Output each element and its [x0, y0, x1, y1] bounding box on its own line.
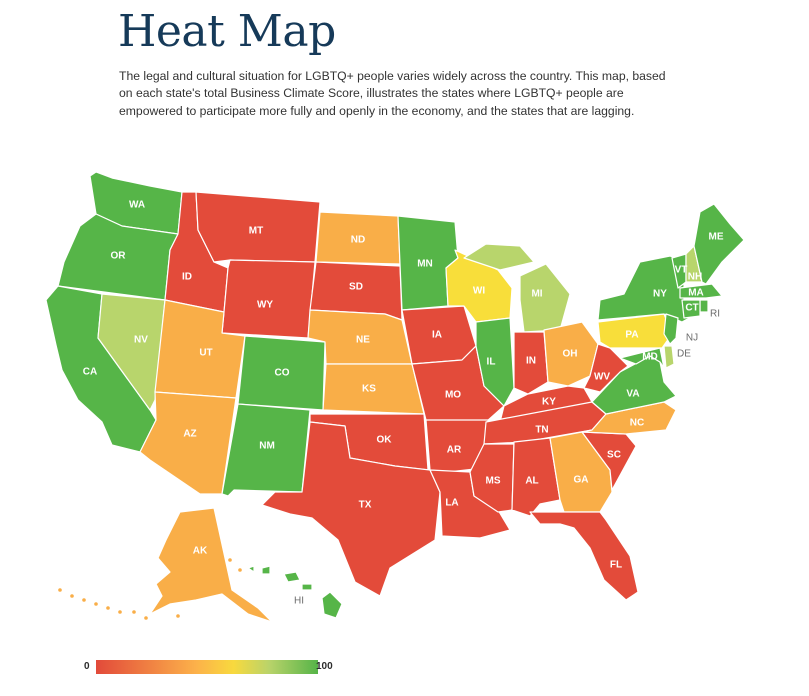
state-label-ct: CT	[685, 303, 698, 314]
alaska-island	[82, 598, 86, 602]
state-label-wy: WY	[257, 300, 273, 311]
state-az[interactable]	[139, 391, 237, 495]
state-label-ia: IA	[432, 330, 442, 341]
state-label-or: OR	[111, 251, 127, 262]
state-label-wv: WV	[594, 372, 610, 383]
state-label-ma: MA	[688, 288, 704, 299]
state-tx[interactable]	[261, 421, 441, 597]
state-me[interactable]	[693, 203, 745, 285]
state-label-az: AZ	[183, 429, 196, 440]
state-label-ne: NE	[356, 335, 370, 346]
state-nm[interactable]	[221, 403, 311, 497]
state-label-nm: NM	[259, 441, 275, 452]
state-in[interactable]	[513, 331, 549, 395]
alaska-island	[144, 616, 148, 620]
state-label-id: ID	[182, 272, 192, 283]
state-label-nj: NJ	[686, 333, 698, 344]
color-scale-legend: 0 100	[84, 658, 344, 678]
state-label-sc: SC	[607, 450, 621, 461]
state-nj[interactable]	[663, 313, 679, 345]
state-ar[interactable]	[425, 419, 489, 473]
state-wi[interactable]	[445, 249, 513, 323]
state-label-nh: NH	[688, 272, 702, 283]
state-label-in: IN	[526, 356, 536, 367]
state-label-al: AL	[525, 476, 538, 487]
state-label-nd: ND	[351, 235, 365, 246]
legend-min-label: 0	[84, 661, 90, 672]
state-label-ks: KS	[362, 384, 376, 395]
state-label-mn: MN	[417, 259, 433, 270]
page-description: The legal and cultural situation for LGB…	[119, 69, 666, 118]
state-ri[interactable]	[699, 299, 709, 313]
alaska-island	[118, 610, 122, 614]
state-label-ri: RI	[710, 309, 720, 320]
legend-max-label: 100	[316, 661, 333, 672]
page-title: Heat Map	[118, 6, 336, 57]
alaska-island	[58, 588, 62, 592]
us-heat-map: WA OR CA NV ID MT WY UT AZ CO NM ND SD NE KS OK TX MN IA MO…	[45, 171, 745, 623]
alaska-island	[132, 610, 136, 614]
state-de[interactable]	[663, 345, 675, 369]
state-label-fl: FL	[610, 560, 622, 571]
state-label-co: CO	[275, 368, 290, 379]
state-label-il: IL	[487, 357, 496, 368]
state-ak[interactable]	[149, 507, 273, 623]
state-label-de: DE	[677, 349, 691, 360]
state-label-hi: HI	[294, 596, 304, 607]
state-ma[interactable]	[679, 283, 723, 299]
alaska-island	[238, 568, 242, 572]
state-va[interactable]	[591, 355, 677, 415]
state-label-ny: NY	[653, 289, 667, 300]
state-label-ky: KY	[542, 397, 556, 408]
state-label-ms: MS	[486, 476, 501, 487]
state-label-tx: TX	[359, 500, 372, 511]
state-label-mo: MO	[445, 390, 461, 401]
state-hi[interactable]	[247, 565, 343, 619]
state-label-oh: OH	[563, 349, 578, 360]
state-label-wi: WI	[473, 286, 485, 297]
state-label-ca: CA	[83, 367, 97, 378]
state-fl[interactable]	[529, 511, 639, 601]
state-label-la: LA	[445, 498, 458, 509]
alaska-island	[106, 606, 110, 610]
state-ct[interactable]	[681, 299, 701, 319]
state-label-va: VA	[626, 389, 639, 400]
alaska-island	[94, 602, 98, 606]
state-label-sd: SD	[349, 282, 363, 293]
state-label-tn: TN	[535, 425, 548, 436]
state-label-ak: AK	[193, 546, 208, 557]
alaska-island	[176, 614, 180, 618]
state-label-ar: AR	[447, 445, 462, 456]
state-label-mt: MT	[249, 226, 263, 237]
state-label-pa: PA	[625, 330, 638, 341]
legend-gradient-bar	[96, 660, 318, 674]
state-label-ut: UT	[199, 348, 212, 359]
state-md[interactable]	[619, 347, 665, 369]
state-label-mi: MI	[531, 289, 542, 300]
state-label-nv: NV	[134, 335, 148, 346]
state-label-wa: WA	[129, 200, 145, 211]
alaska-island	[70, 594, 74, 598]
state-label-me: ME	[709, 232, 724, 243]
state-nv[interactable]	[97, 293, 166, 411]
state-label-vt: VT	[675, 265, 688, 276]
state-label-md: MD	[642, 352, 658, 363]
alaska-island	[228, 558, 232, 562]
state-label-ok: OK	[377, 435, 393, 446]
state-label-nc: NC	[630, 418, 644, 429]
state-label-ga: GA	[574, 475, 589, 486]
